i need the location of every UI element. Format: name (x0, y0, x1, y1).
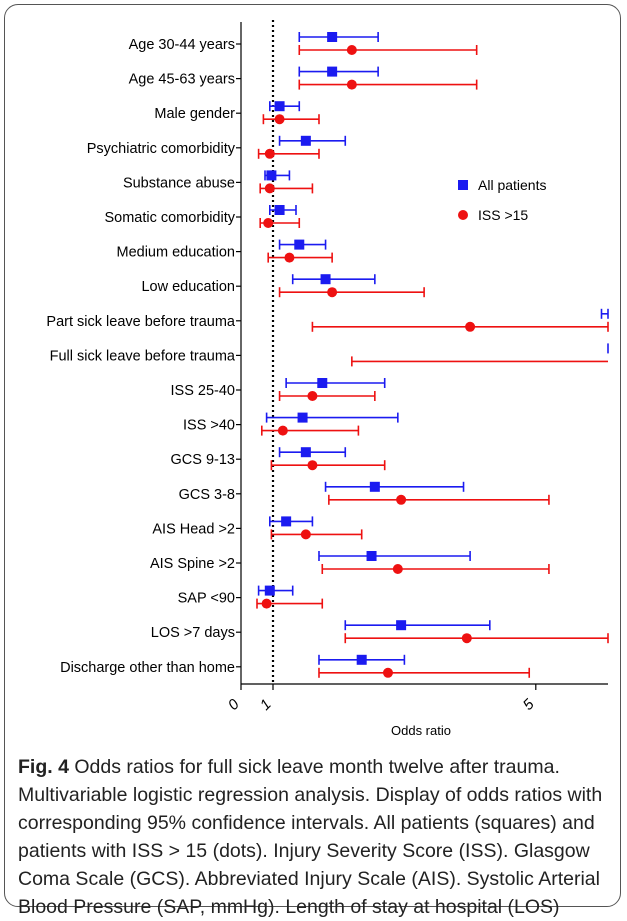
category-label: ISS 25-40 (171, 383, 236, 399)
point-iss-gt-15 (284, 252, 295, 263)
category-label: GCS 9-13 (171, 452, 235, 468)
x-tick-label: 5 (520, 695, 538, 713)
point-all-patients (396, 620, 407, 631)
point-iss-gt-15 (396, 494, 407, 505)
point-all-patients (327, 66, 338, 77)
point-iss-gt-15 (327, 287, 338, 298)
category-label: ISS >40 (183, 418, 235, 434)
category-label: GCS 3-8 (179, 487, 235, 503)
plot-marks (256, 32, 609, 678)
caption-text: Odds ratios for full sick leave month tw… (18, 756, 603, 918)
point-iss-gt-15 (382, 667, 393, 678)
point-iss-gt-15 (307, 391, 318, 401)
legend-iss-label: ISS >15 (478, 207, 528, 223)
x-tick-label: 0 (225, 695, 243, 713)
point-all-patients (266, 170, 277, 181)
point-all-patients (356, 654, 367, 665)
point-iss-gt-15 (264, 183, 275, 194)
category-label: Medium education (117, 245, 236, 261)
legend-all-label: All patients (478, 177, 546, 193)
point-all-patients (366, 551, 377, 561)
category-label: Substance abuse (123, 175, 235, 191)
point-iss-gt-15 (264, 148, 275, 159)
point-all-patients (274, 101, 285, 112)
category-label: AIS Spine >2 (150, 556, 235, 572)
point-all-patients (369, 481, 380, 492)
category-label: Low education (141, 279, 235, 295)
point-iss-gt-15 (346, 45, 357, 55)
category-label: Somatic comorbidity (104, 210, 235, 226)
legend-circle-icon (458, 210, 468, 220)
point-iss-gt-15 (465, 321, 476, 332)
point-iss-gt-15 (277, 425, 288, 436)
point-iss-gt-15 (263, 218, 274, 228)
category-label: SAP <90 (178, 591, 235, 607)
category-label: Full sick leave before trauma (50, 348, 236, 364)
point-all-patients (300, 135, 311, 146)
point-iss-gt-15 (461, 633, 472, 644)
category-label: Age 30-44 years (129, 37, 235, 53)
point-iss-gt-15 (307, 460, 318, 471)
x-tick-label: 1 (257, 696, 275, 714)
category-label: Discharge other than home (60, 660, 235, 676)
point-all-patients (327, 32, 338, 42)
figure-label: Fig. 4 (18, 756, 69, 778)
category-label: Psychiatric comorbidity (87, 141, 236, 157)
legend-square-icon (458, 180, 468, 190)
x-axis-label: Odds ratio (391, 723, 451, 738)
point-all-patients (300, 447, 311, 458)
category-label: Age 45-63 years (129, 72, 235, 88)
category-label: Male gender (154, 106, 235, 122)
point-all-patients (320, 274, 331, 285)
point-iss-gt-15 (300, 529, 311, 540)
point-iss-gt-15 (392, 564, 403, 574)
figure-caption: Fig. 4 Odds ratios for full sick leave m… (18, 753, 613, 921)
category-label: AIS Head >2 (152, 521, 235, 537)
point-all-patients (264, 585, 275, 596)
point-iss-gt-15 (274, 114, 285, 125)
category-label: Part sick leave before trauma (46, 314, 236, 330)
point-all-patients (297, 412, 308, 423)
category-label: LOS >7 days (151, 625, 235, 641)
point-iss-gt-15 (346, 79, 357, 90)
point-all-patients (281, 516, 292, 527)
point-all-patients (274, 205, 285, 215)
point-all-patients (294, 239, 305, 250)
point-all-patients (317, 378, 328, 388)
legend: All patients ISS >15 (458, 177, 546, 223)
point-iss-gt-15 (261, 598, 272, 609)
